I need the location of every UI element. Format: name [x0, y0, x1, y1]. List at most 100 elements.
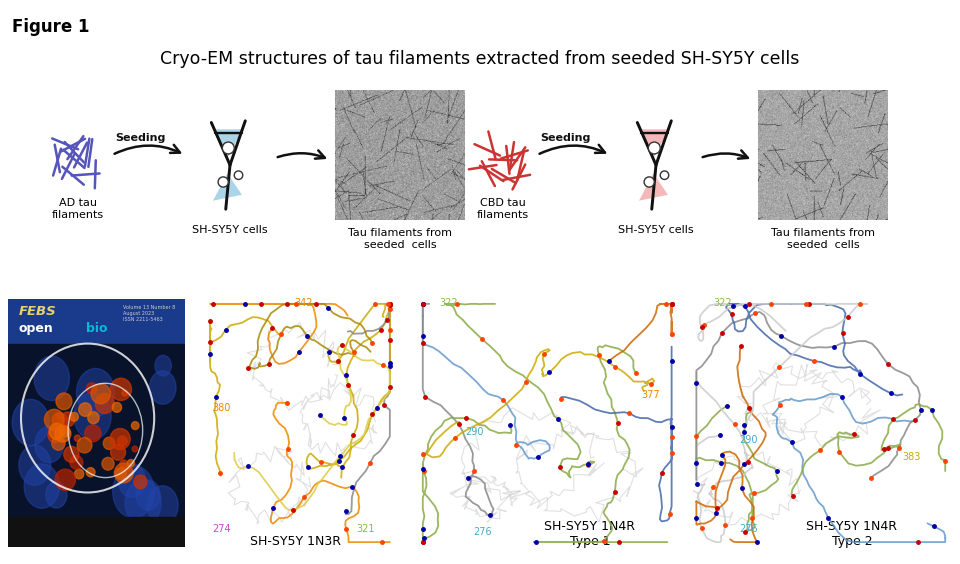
Ellipse shape	[114, 463, 133, 483]
Ellipse shape	[77, 438, 92, 453]
Text: 383: 383	[902, 452, 921, 462]
Ellipse shape	[46, 481, 67, 508]
Ellipse shape	[136, 480, 160, 510]
Bar	[8, 343, 185, 517]
Ellipse shape	[55, 469, 76, 491]
Text: open: open	[18, 323, 53, 336]
Ellipse shape	[122, 390, 128, 396]
Text: SH-SY5Y cells: SH-SY5Y cells	[618, 225, 694, 235]
Ellipse shape	[75, 469, 84, 479]
Text: WILEY: WILEY	[16, 525, 38, 530]
Bar	[8, 517, 185, 547]
Ellipse shape	[112, 403, 122, 412]
Text: 377: 377	[641, 390, 660, 400]
Ellipse shape	[60, 412, 75, 427]
Ellipse shape	[102, 457, 114, 470]
Ellipse shape	[112, 465, 155, 518]
Ellipse shape	[132, 446, 137, 452]
Ellipse shape	[60, 426, 70, 437]
Text: SH-SY5Y 1N4R
Type 1: SH-SY5Y 1N4R Type 1	[544, 520, 636, 548]
Bar	[8, 299, 185, 343]
Ellipse shape	[125, 480, 161, 526]
Text: 290: 290	[739, 435, 757, 445]
Ellipse shape	[147, 486, 179, 525]
Ellipse shape	[74, 435, 81, 442]
Ellipse shape	[79, 403, 91, 416]
Text: CBD tau
filaments: CBD tau filaments	[477, 198, 529, 219]
Ellipse shape	[104, 437, 115, 450]
Text: 322: 322	[440, 298, 458, 309]
Text: 274: 274	[212, 524, 230, 534]
Ellipse shape	[87, 412, 99, 424]
Polygon shape	[213, 129, 243, 158]
Text: 380: 380	[212, 403, 230, 413]
Polygon shape	[213, 174, 242, 201]
Ellipse shape	[70, 412, 79, 421]
Ellipse shape	[49, 424, 64, 439]
Text: SH-SY5Y cells: SH-SY5Y cells	[192, 225, 268, 235]
Text: 290: 290	[466, 428, 484, 438]
Ellipse shape	[234, 171, 243, 179]
Ellipse shape	[117, 436, 128, 446]
Text: 322: 322	[713, 298, 732, 309]
Ellipse shape	[70, 456, 83, 469]
Text: FEBS: FEBS	[18, 305, 56, 318]
Polygon shape	[639, 129, 669, 158]
Text: Seeding: Seeding	[115, 133, 166, 143]
Text: bio: bio	[85, 323, 108, 336]
Ellipse shape	[91, 384, 110, 404]
Ellipse shape	[660, 171, 669, 179]
Ellipse shape	[56, 393, 72, 409]
Polygon shape	[639, 174, 668, 201]
Ellipse shape	[110, 378, 132, 400]
Ellipse shape	[218, 177, 228, 187]
Ellipse shape	[133, 475, 147, 489]
Text: SH-SY5Y 1N4R
Type 2: SH-SY5Y 1N4R Type 2	[806, 520, 898, 548]
Ellipse shape	[648, 142, 660, 154]
Text: 321: 321	[356, 524, 374, 534]
Ellipse shape	[644, 177, 655, 187]
Text: Seeding: Seeding	[540, 133, 590, 143]
Ellipse shape	[155, 355, 172, 376]
Ellipse shape	[150, 371, 176, 404]
Text: 276: 276	[473, 527, 492, 537]
Ellipse shape	[125, 464, 131, 470]
Ellipse shape	[84, 425, 101, 442]
Ellipse shape	[19, 445, 51, 485]
Ellipse shape	[74, 393, 111, 439]
Ellipse shape	[63, 446, 79, 462]
Text: 276: 276	[739, 524, 757, 534]
Text: SH-SY5Y 1N3R: SH-SY5Y 1N3R	[250, 535, 341, 548]
Ellipse shape	[223, 142, 234, 154]
Ellipse shape	[48, 428, 62, 443]
Ellipse shape	[52, 412, 67, 428]
Ellipse shape	[35, 426, 63, 462]
Ellipse shape	[115, 468, 127, 479]
Ellipse shape	[12, 399, 49, 446]
Ellipse shape	[34, 356, 69, 400]
Ellipse shape	[118, 463, 145, 497]
Text: Volume 13 Number 8
August 2023
ISSN 2211-5463: Volume 13 Number 8 August 2023 ISSN 2211…	[123, 305, 176, 321]
Ellipse shape	[56, 413, 62, 419]
Text: FEBS Open Bio
August 2023: FEBS Open Bio August 2023	[45, 510, 149, 538]
Text: Figure 1: Figure 1	[12, 18, 89, 36]
Text: 342: 342	[295, 298, 313, 309]
Ellipse shape	[77, 368, 114, 416]
Ellipse shape	[55, 425, 71, 442]
Ellipse shape	[86, 383, 97, 394]
Ellipse shape	[95, 394, 114, 413]
Text: Tau filaments from
seeded  cells: Tau filaments from seeded cells	[771, 228, 875, 250]
Text: Tau filaments from
seeded  cells: Tau filaments from seeded cells	[348, 228, 452, 250]
Ellipse shape	[132, 422, 139, 430]
Ellipse shape	[120, 460, 128, 468]
Text: ● FEBS
PRESS: ● FEBS PRESS	[123, 532, 141, 543]
Ellipse shape	[86, 468, 95, 477]
Ellipse shape	[128, 460, 134, 467]
Text: febsopenbio.org: febsopenbio.org	[70, 525, 109, 530]
Ellipse shape	[52, 437, 65, 450]
Text: Cryo-EM structures of tau filaments extracted from seeded SH-SY5Y cells: Cryo-EM structures of tau filaments extr…	[160, 50, 800, 68]
Ellipse shape	[24, 464, 60, 508]
Ellipse shape	[110, 429, 131, 450]
Ellipse shape	[110, 444, 126, 460]
Ellipse shape	[44, 409, 64, 430]
